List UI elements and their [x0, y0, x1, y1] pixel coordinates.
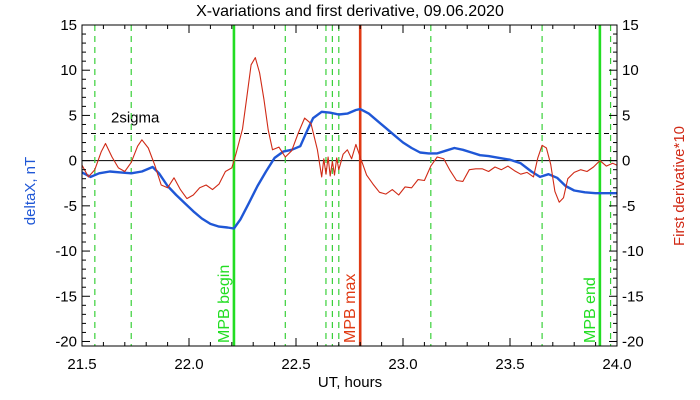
y-tick-label-right-5: 5: [622, 107, 630, 124]
y-tick-label-right-2: -10: [622, 243, 644, 260]
mpb-end-label: MPB end: [582, 277, 599, 343]
y-tick-label-right-7: 15: [622, 17, 639, 34]
x-axis-label: UT, hours: [318, 374, 382, 391]
mpb-begin-label: MPB begin: [216, 265, 233, 343]
y-tick-label-right-6: 10: [622, 62, 639, 79]
plot-frame: [81, 24, 618, 347]
mpb-max-label: MPB max: [342, 274, 359, 343]
x-tick-label-0: 21.5: [67, 356, 96, 373]
x-tick-label-4: 23.5: [495, 356, 524, 373]
y-tick-label-left-7: 15: [60, 17, 77, 34]
y-tick-label-left-5: 5: [69, 107, 77, 124]
y-tick-label-left-3: -5: [64, 198, 77, 215]
chart-title: X-variations and first derivative, 09.06…: [196, 3, 504, 20]
y-tick-label-right-3: -5: [622, 198, 635, 215]
y-tick-label-left-2: -10: [55, 243, 77, 260]
plot-layer: 2sigma MPB begin MPB max MPB end: [81, 25, 618, 346]
series-derivative: [81, 57, 618, 203]
y-tick-label-right-4: 0: [622, 153, 630, 170]
x-tick-label-3: 23.0: [388, 356, 417, 373]
y-axis-label-left: deltaX, nT: [22, 157, 39, 225]
y-tick-label-left-0: -20: [55, 333, 77, 350]
ticks-layer: 21.5 22.0 22.5 23.0 23.5 24.0 -20 -20 -15 -15 -10 -…: [55, 17, 643, 373]
x-tick-label-5: 24.0: [602, 356, 631, 373]
y-tick-label-left-6: 10: [60, 62, 77, 79]
x-tick-label-2: 22.5: [281, 356, 310, 373]
y-axis-label-right: First derivative*10: [671, 126, 688, 246]
y-tick-label-left-4: 0: [69, 153, 77, 170]
x-tick-label-1: 22.0: [174, 356, 203, 373]
y-tick-label-right-0: -20: [622, 333, 644, 350]
series-deltaX: [81, 107, 617, 230]
threshold-label: 2sigma: [111, 110, 160, 127]
y-tick-label-left-1: -15: [55, 288, 77, 305]
y-tick-label-right-1: -15: [622, 288, 644, 305]
